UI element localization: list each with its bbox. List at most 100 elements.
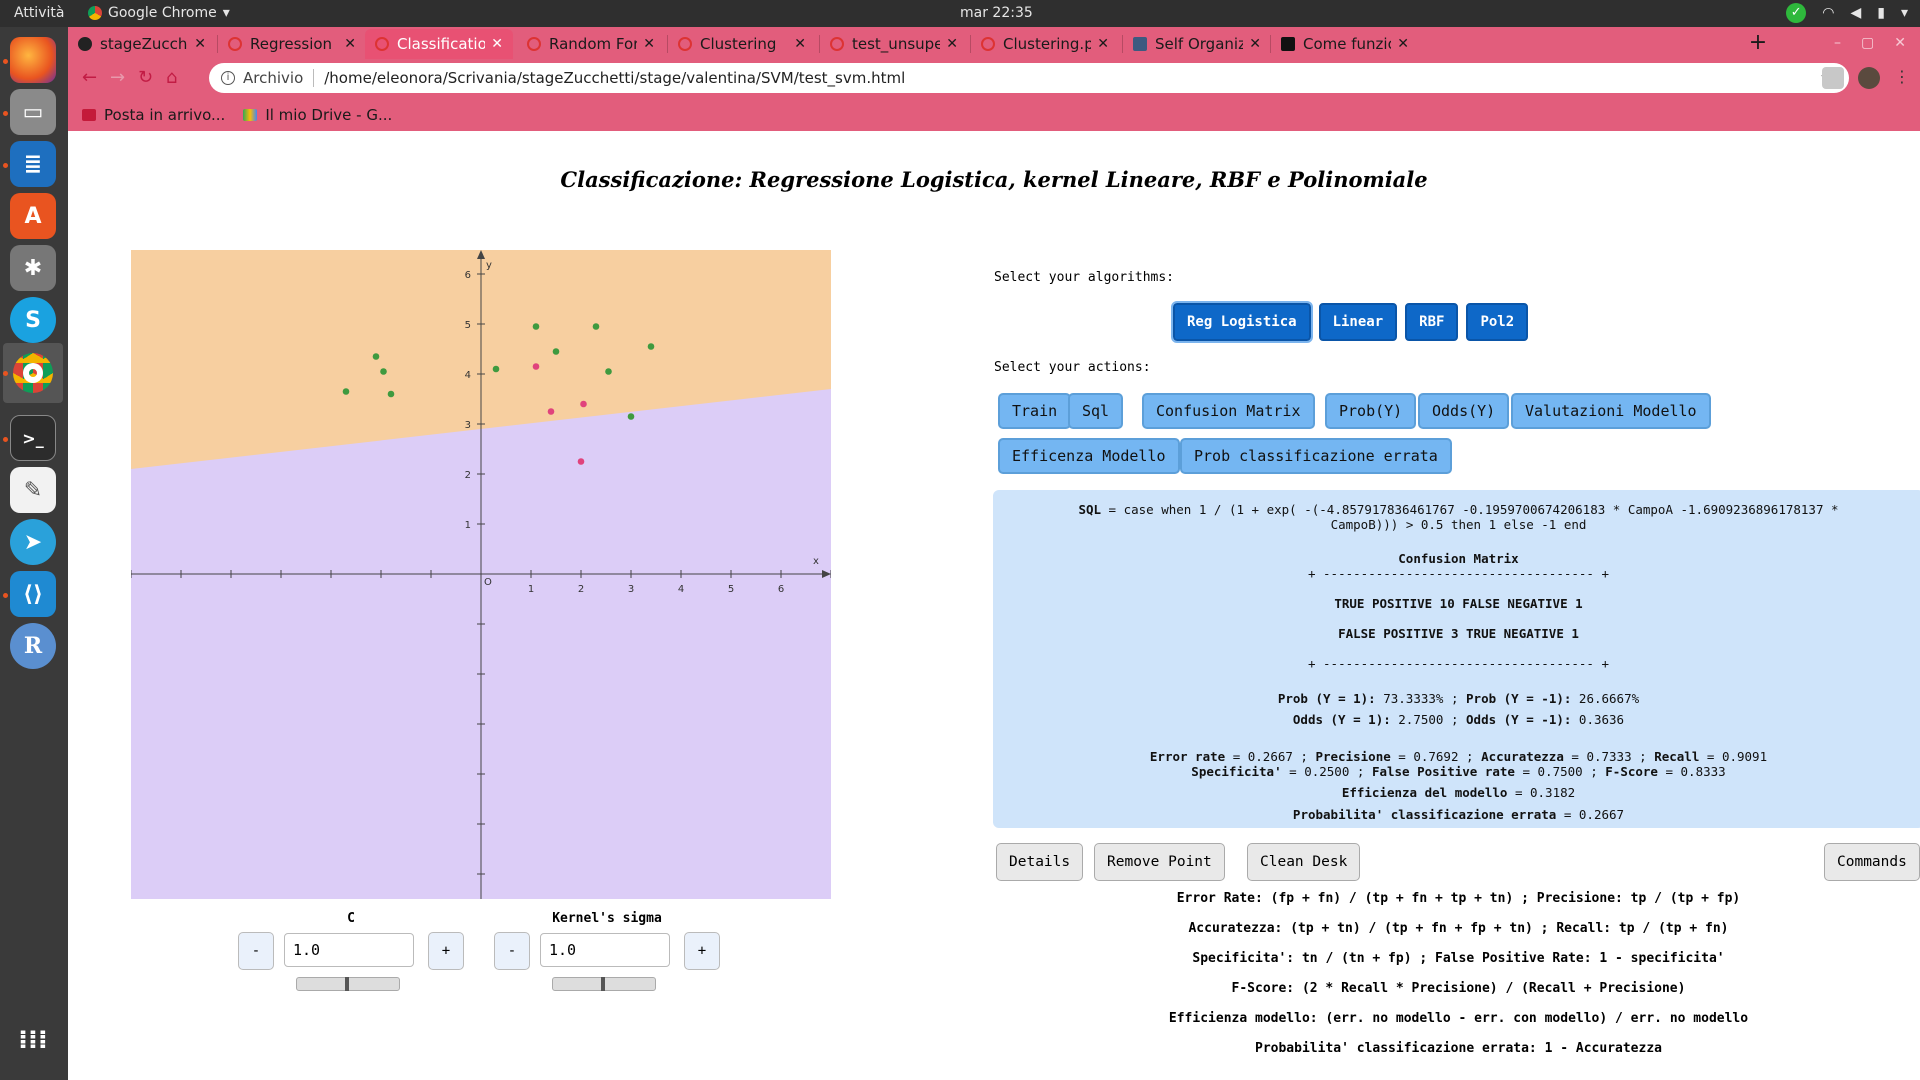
extension-icon[interactable] [1822,67,1844,89]
files-icon[interactable]: ▭ [10,89,56,135]
data-point-positive[interactable] [380,368,387,375]
tab-test-unsuper-htm[interactable]: test_unsuper.htm ✕ [820,29,968,59]
data-point-positive[interactable] [605,368,612,375]
clean-desk-button[interactable]: Clean Desk [1247,843,1361,881]
tab-classification[interactable]: Classification ✕ [365,29,513,59]
sigma-input[interactable] [540,933,670,967]
maximize-icon[interactable]: ▢ [1861,35,1875,51]
tab-close-icon[interactable]: ✕ [344,36,356,52]
data-point-positive[interactable] [592,323,600,330]
tab-come-funziona-ur[interactable]: Come funziona ur ✕ [1271,29,1419,59]
data-point-positive[interactable] [387,390,395,398]
algo-button-linear[interactable]: Linear [1318,303,1398,341]
data-point-negative[interactable] [547,408,555,415]
remove-point-button[interactable]: Remove Point [1094,843,1225,881]
tab-separator [667,35,668,53]
action-train-button[interactable]: Train [998,393,1072,429]
bookmark-item[interactable]: Il mio Drive - G... [243,106,392,124]
forward-icon[interactable]: → [110,67,126,88]
close-window-icon[interactable]: ✕ [1894,35,1906,51]
action-confusion-matrix-button[interactable]: Confusion Matrix [1142,393,1315,429]
tab-close-icon[interactable]: ✕ [1097,36,1109,52]
tab-close-icon[interactable]: ✕ [643,36,655,52]
c-slider[interactable] [296,977,400,991]
action-prob-classificazione-errata-button[interactable]: Prob classificazione errata [1180,438,1452,474]
tab-clustering[interactable]: Clustering ✕ [668,29,816,59]
sigma-decrease-button[interactable]: - [494,932,530,970]
running-indicator [3,593,8,598]
tab-close-icon[interactable]: ✕ [1397,36,1409,52]
tab-self-organizing-m[interactable]: Self Organizing M ✕ [1123,29,1271,59]
tab-clustering-pdf[interactable]: Clustering.pdf ✕ [971,29,1119,59]
data-point-positive[interactable] [492,365,500,373]
algo-button-pol2[interactable]: Pol2 [1466,303,1529,341]
profile-avatar[interactable] [1858,67,1880,89]
data-point-positive[interactable] [627,413,635,420]
data-point-positive[interactable] [372,353,380,360]
tab-close-icon[interactable]: ✕ [194,36,206,52]
tab-random-forest[interactable]: Random Forest ✕ [517,29,665,59]
system-tray[interactable]: ✓ ◠ ◀ ▮ ▾ [1786,3,1908,23]
tab-stagezucchetti-st[interactable]: stageZucchetti/st ✕ [68,29,216,59]
new-tab-button[interactable]: + [1748,30,1768,55]
data-point-positive[interactable] [342,388,350,395]
action-valutazioni-modello-button[interactable]: Valutazioni Modello [1511,393,1711,429]
tab-close-icon[interactable]: ✕ [491,36,503,52]
writer-icon[interactable]: ≣ [10,141,56,187]
data-point-positive[interactable] [647,343,655,350]
c-input[interactable] [284,933,414,967]
activities-button[interactable]: Attività [14,5,65,21]
algo-button-reg-logistica[interactable]: Reg Logistica [1171,301,1313,343]
tab-regression[interactable]: Regression ✕ [218,29,366,59]
terminal-icon[interactable]: >_ [10,415,56,461]
sigma-slider-handle[interactable] [601,977,605,991]
reload-icon[interactable]: ↻ [138,67,154,88]
settings-icon[interactable]: ✱ [10,245,56,291]
software-icon[interactable]: A [10,193,56,239]
running-indicator [3,111,8,116]
tab-close-icon[interactable]: ✕ [794,36,806,52]
action-prob-y-button[interactable]: Prob(Y) [1325,393,1417,429]
tab-close-icon[interactable]: ✕ [946,36,958,52]
home-icon[interactable]: ⌂ [166,67,178,88]
skype-icon[interactable]: S [10,297,56,343]
apps-grid-icon[interactable]: ⁞⁞⁞ [18,1025,48,1055]
telegram-icon[interactable]: ➤ [10,519,56,565]
menu-kebab-icon[interactable]: ⋮ [1894,67,1910,86]
classification-plot[interactable]: 1 2 3 4 5 6 1 2 3 4 5 6 x y O [131,250,831,899]
r-icon[interactable]: R [10,623,56,669]
data-point-negative[interactable] [580,400,587,408]
app-menu[interactable]: Google Chrome ▾ [88,5,230,21]
vscode-icon[interactable]: ⟨⟩ [10,571,56,617]
back-icon[interactable]: ← [82,67,98,88]
chrome-dock-item[interactable] [3,343,63,403]
firefox-icon[interactable] [10,37,56,83]
action-sql-button[interactable]: Sql [1068,393,1124,429]
bookmark-item[interactable]: Posta in arrivo... [82,106,225,124]
tray-menu-icon[interactable]: ▾ [1900,5,1908,21]
action-odds-y-button[interactable]: Odds(Y) [1418,393,1510,429]
info-icon[interactable]: i [221,71,235,85]
data-point-positive[interactable] [532,323,540,330]
c-slider-handle[interactable] [345,977,349,991]
data-point-negative[interactable] [532,363,540,370]
clock[interactable]: mar 22:35 [960,5,1033,21]
c-decrease-button[interactable]: - [238,932,274,970]
data-point-negative[interactable] [577,458,585,465]
minimize-icon[interactable]: – [1834,35,1842,51]
c-increase-button[interactable]: + [428,932,464,970]
data-point-positive[interactable] [552,348,560,355]
action-efficenza-modello-button[interactable]: Efficenza Modello [998,438,1180,474]
address-bar[interactable]: i Archivio /home/eleonora/Scrivania/stag… [209,63,1849,93]
plot-canvas[interactable]: 1 2 3 4 5 6 1 2 3 4 5 6 x y O [131,250,831,899]
commands-button[interactable]: Commands [1824,843,1920,881]
algo-button-rbf[interactable]: RBF [1405,303,1459,341]
sigma-slider[interactable] [552,977,656,991]
text-editor-icon[interactable]: ✎ [10,467,56,513]
tab-close-icon[interactable]: ✕ [1249,36,1261,52]
sigma-increase-button[interactable]: + [684,932,720,970]
sql-line-2: CampoB))) > 0.5 then 1 else -1 end [1330,517,1587,532]
details-button[interactable]: Details [996,843,1084,881]
update-check-icon[interactable]: ✓ [1786,3,1807,23]
address-url[interactable]: /home/eleonora/Scrivania/stageZucchetti/… [324,69,906,87]
